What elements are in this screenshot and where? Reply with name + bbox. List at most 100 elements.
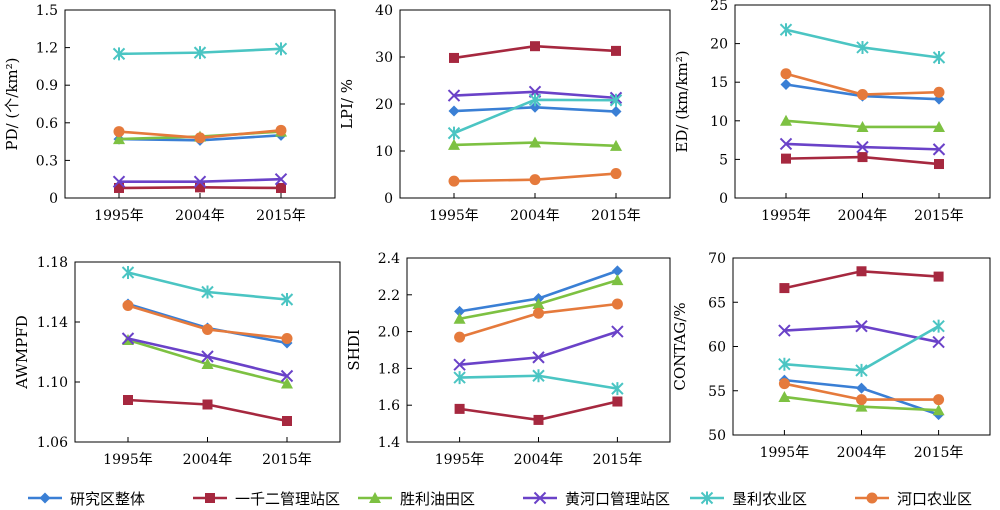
data-point: [779, 283, 790, 294]
data-point: [611, 325, 624, 338]
x-tick-label: 2004年: [510, 208, 560, 224]
series-0: [448, 101, 622, 118]
y-tick-label: 55: [708, 384, 726, 400]
y-axis-label: LPI/ %: [338, 79, 356, 129]
x-tick-label: 2004年: [837, 445, 887, 461]
data-point: [532, 298, 545, 309]
data-point: [856, 382, 867, 394]
data-point: [280, 369, 294, 383]
y-tick-label: 20: [710, 37, 728, 53]
data-point: [779, 23, 793, 37]
data-point: [195, 182, 205, 193]
data-point: [275, 124, 287, 136]
data-point: [857, 89, 868, 101]
data-point: [855, 319, 868, 333]
chart-panel-4: 1.06 1.10 1.14 1.18 1995年 2004年 2015年 AWMPFD: [13, 255, 341, 468]
series-1: [449, 41, 621, 63]
data-point: [855, 400, 868, 412]
legend-item-4: 黄河口管理站区: [523, 490, 670, 508]
series-4: [447, 93, 623, 140]
data-point: [857, 152, 868, 163]
data-point: [454, 403, 465, 414]
data-point: [778, 324, 791, 337]
data-point: [123, 395, 133, 405]
legend-marker: [700, 491, 714, 505]
y-tick-label: 0.3: [36, 153, 58, 169]
series-3: [112, 172, 288, 188]
plot-area: [64, 9, 336, 199]
y-tick-label: 0: [719, 191, 728, 207]
series-4: [121, 266, 294, 306]
data-point: [856, 140, 869, 154]
data-point: [856, 120, 869, 132]
x-tick-label: 2015年: [914, 445, 964, 461]
y-tick-label: 1.2: [36, 41, 58, 57]
data-point: [932, 143, 946, 156]
data-point: [454, 331, 466, 343]
data-point: [202, 399, 213, 410]
data-point: [274, 172, 288, 186]
data-point: [778, 390, 791, 402]
legend-item-6: 河口农业区: [855, 490, 972, 508]
y-axis-label: SHDI: [345, 329, 363, 370]
data-point: [609, 93, 623, 107]
data-point: [932, 319, 945, 333]
y-tick-label: 0.6: [36, 116, 58, 132]
series-4: [778, 319, 945, 377]
data-point: [121, 332, 135, 345]
series-5: [448, 168, 622, 187]
series-0: [122, 298, 293, 349]
y-tick-label: 10: [710, 114, 728, 130]
data-point: [612, 396, 623, 407]
legend-item-3: 胜利油田区: [358, 490, 475, 508]
data-point: [122, 300, 134, 311]
series-2: [778, 390, 945, 416]
data-point: [532, 369, 545, 383]
legend-label: 一千二管理站区: [235, 490, 340, 508]
data-point: [112, 47, 126, 61]
data-point: [113, 133, 125, 145]
chart-panel-6: 50 55 60 65 70 1995年 2004年 2015年 CONTAG/%: [671, 251, 991, 461]
series-4: [112, 42, 288, 61]
data-point: [529, 136, 541, 148]
series-4: [453, 369, 624, 396]
y-tick-label: 0: [49, 191, 58, 207]
y-tick-label: 2.2: [378, 288, 400, 304]
data-point: [933, 271, 944, 282]
data-point: [611, 298, 623, 310]
data-point: [780, 79, 792, 91]
series-line: [459, 330, 618, 367]
data-point: [448, 105, 460, 117]
chart-panel-3: 0 5 10 15 20 25 1995年 2004年 2015年 ED/ (km/km²): [673, 0, 991, 224]
series-1: [779, 266, 944, 294]
data-point: [282, 416, 292, 426]
legend-label: 胜利油田区: [400, 490, 475, 508]
data-point: [611, 274, 624, 286]
data-point: [454, 305, 466, 317]
y-axis-label: PD/ (个/km²): [3, 57, 21, 150]
x-tick-label: 2015年: [593, 452, 643, 468]
data-point: [856, 394, 867, 406]
y-tick-label: 40: [375, 3, 393, 19]
y-tick-label: 50: [708, 428, 726, 444]
legend-item-1: 研究区整体: [28, 490, 145, 508]
data-point: [453, 371, 466, 385]
data-point: [779, 137, 793, 151]
y-tick-label: 1.5: [36, 3, 58, 19]
data-point: [610, 106, 622, 118]
data-point: [933, 394, 945, 406]
series-2: [780, 114, 945, 132]
data-point: [193, 46, 207, 60]
chart-panel-5: 1.4 1.6 1.8 2.0 2.2 2.4 1995年 2004年 2015年 SHDI: [345, 251, 671, 468]
legend-item-2: 一千二管理站区: [193, 490, 340, 508]
data-point: [112, 175, 126, 188]
data-point: [611, 45, 621, 56]
legend-marker: [205, 493, 215, 503]
series-4: [779, 23, 946, 64]
x-tick-label: 2015年: [914, 208, 964, 224]
data-point: [447, 89, 461, 102]
y-tick-label: 60: [708, 340, 726, 356]
x-tick-label: 1995年: [435, 452, 485, 468]
data-point: [533, 307, 544, 319]
x-tick-label: 1995年: [761, 208, 811, 224]
